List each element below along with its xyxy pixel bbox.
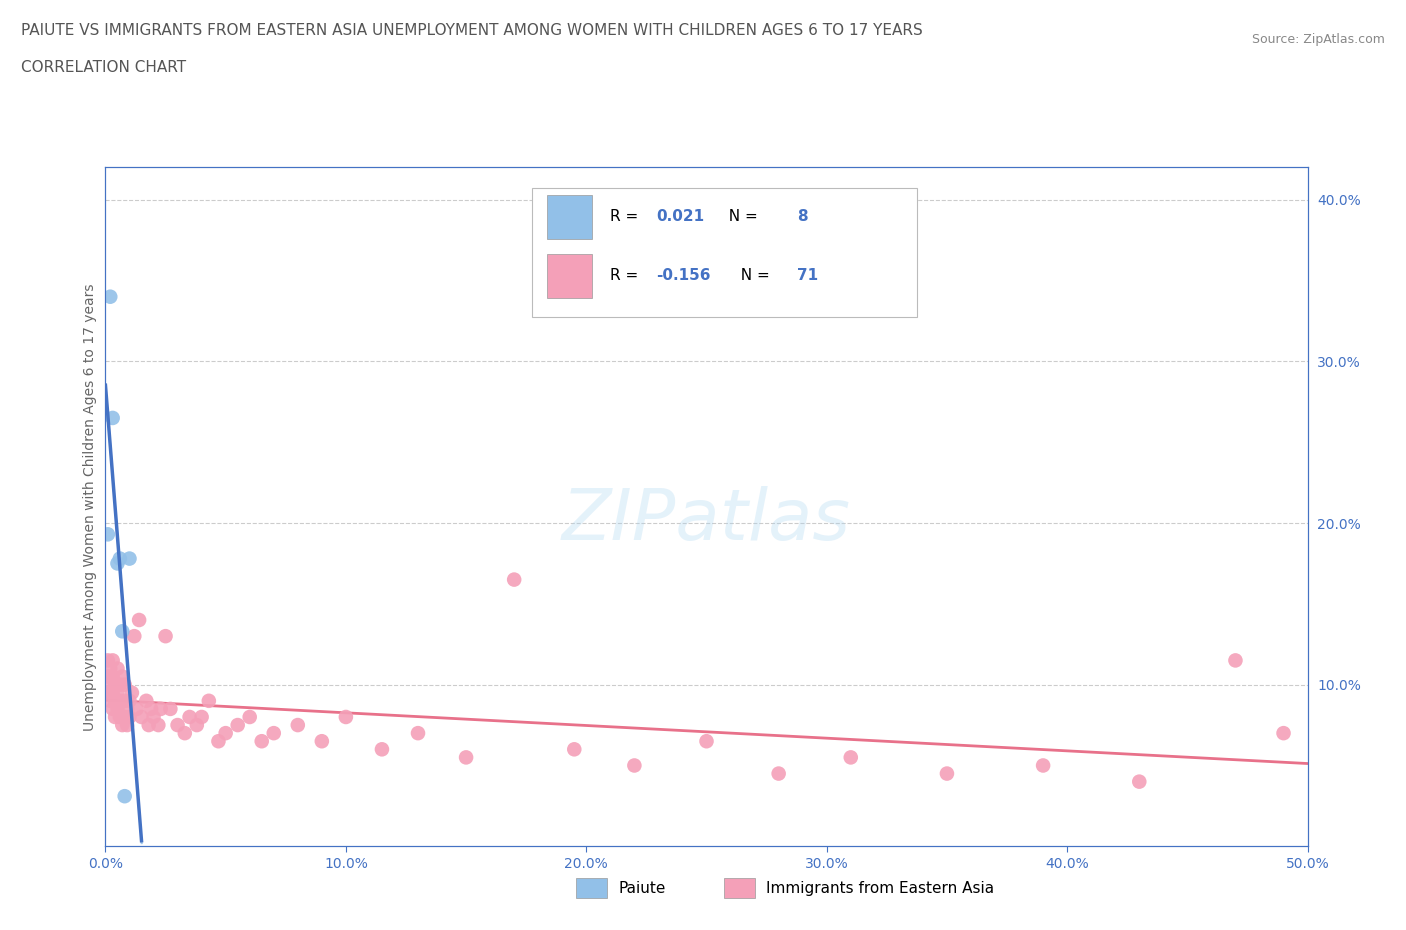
FancyBboxPatch shape xyxy=(533,188,917,317)
Point xyxy=(115,701,138,716)
Point xyxy=(118,694,141,709)
Point xyxy=(108,677,131,692)
Point xyxy=(696,734,718,749)
Point xyxy=(101,653,124,668)
Point xyxy=(198,694,221,709)
Point xyxy=(104,677,127,692)
Point xyxy=(97,670,120,684)
Point xyxy=(768,766,790,781)
Point xyxy=(98,685,121,700)
Bar xyxy=(547,194,592,239)
Point xyxy=(124,629,146,644)
Point xyxy=(114,789,136,804)
Point xyxy=(179,710,201,724)
Text: R =: R = xyxy=(610,268,644,283)
Point xyxy=(186,718,208,733)
Point xyxy=(207,734,229,749)
Point xyxy=(214,725,236,740)
Point xyxy=(121,685,143,700)
Point xyxy=(139,701,162,716)
Point xyxy=(115,718,138,733)
Point xyxy=(107,661,129,676)
Point xyxy=(166,718,188,733)
Point xyxy=(1272,725,1295,740)
Point xyxy=(371,742,394,757)
Point xyxy=(107,685,129,700)
Bar xyxy=(547,254,592,298)
Point xyxy=(114,710,136,724)
Point xyxy=(1128,774,1150,789)
Text: Source: ZipAtlas.com: Source: ZipAtlas.com xyxy=(1251,33,1385,46)
Point xyxy=(97,527,120,542)
Point xyxy=(118,551,141,566)
Point xyxy=(107,701,129,716)
Point xyxy=(97,653,120,668)
Point xyxy=(226,718,249,733)
Point xyxy=(148,718,170,733)
Text: 71: 71 xyxy=(797,268,818,283)
Point xyxy=(1225,653,1247,668)
Text: 0.021: 0.021 xyxy=(657,209,704,224)
Point xyxy=(311,734,333,749)
Text: PAIUTE VS IMMIGRANTS FROM EASTERN ASIA UNEMPLOYMENT AMONG WOMEN WITH CHILDREN AG: PAIUTE VS IMMIGRANTS FROM EASTERN ASIA U… xyxy=(21,23,922,38)
Point xyxy=(454,750,477,764)
Point xyxy=(104,710,127,724)
Point xyxy=(98,677,121,692)
Point xyxy=(155,629,177,644)
Text: ZIPatlas: ZIPatlas xyxy=(562,486,851,555)
Point xyxy=(263,725,285,740)
Point xyxy=(101,410,124,425)
Point xyxy=(562,742,585,757)
Text: R =: R = xyxy=(610,209,644,224)
Text: -0.156: -0.156 xyxy=(657,268,710,283)
Point xyxy=(135,694,157,709)
Point xyxy=(131,710,153,724)
Point xyxy=(250,734,273,749)
Point xyxy=(114,677,136,692)
Point xyxy=(839,750,862,764)
Point xyxy=(138,718,160,733)
Point xyxy=(108,551,131,566)
Point xyxy=(287,718,309,733)
Point xyxy=(406,725,429,740)
Point xyxy=(1032,758,1054,773)
Point xyxy=(114,694,136,709)
Point xyxy=(125,701,148,716)
Point xyxy=(503,572,526,587)
Point xyxy=(98,694,121,709)
Text: N =: N = xyxy=(731,268,775,283)
Text: CORRELATION CHART: CORRELATION CHART xyxy=(21,60,186,75)
Point xyxy=(335,710,357,724)
Point xyxy=(108,694,131,709)
Point xyxy=(97,685,120,700)
Text: N =: N = xyxy=(718,209,762,224)
Point xyxy=(101,685,124,700)
Point xyxy=(142,710,165,724)
Point xyxy=(111,718,134,733)
Point xyxy=(118,710,141,724)
Text: 8: 8 xyxy=(797,209,807,224)
Point xyxy=(936,766,959,781)
Point xyxy=(173,725,195,740)
Point xyxy=(104,694,127,709)
Y-axis label: Unemployment Among Women with Children Ages 6 to 17 years: Unemployment Among Women with Children A… xyxy=(83,283,97,731)
Point xyxy=(111,670,134,684)
Point xyxy=(128,613,150,628)
Point xyxy=(623,758,645,773)
Text: Immigrants from Eastern Asia: Immigrants from Eastern Asia xyxy=(766,881,994,896)
Text: Paiute: Paiute xyxy=(619,881,666,896)
Point xyxy=(98,661,121,676)
Point xyxy=(101,701,124,716)
Point xyxy=(98,289,121,304)
Point xyxy=(107,556,129,571)
Point xyxy=(190,710,212,724)
Point xyxy=(101,670,124,684)
Point xyxy=(111,624,134,639)
Point xyxy=(108,710,131,724)
Point xyxy=(149,701,172,716)
Point xyxy=(159,701,181,716)
Point xyxy=(239,710,262,724)
